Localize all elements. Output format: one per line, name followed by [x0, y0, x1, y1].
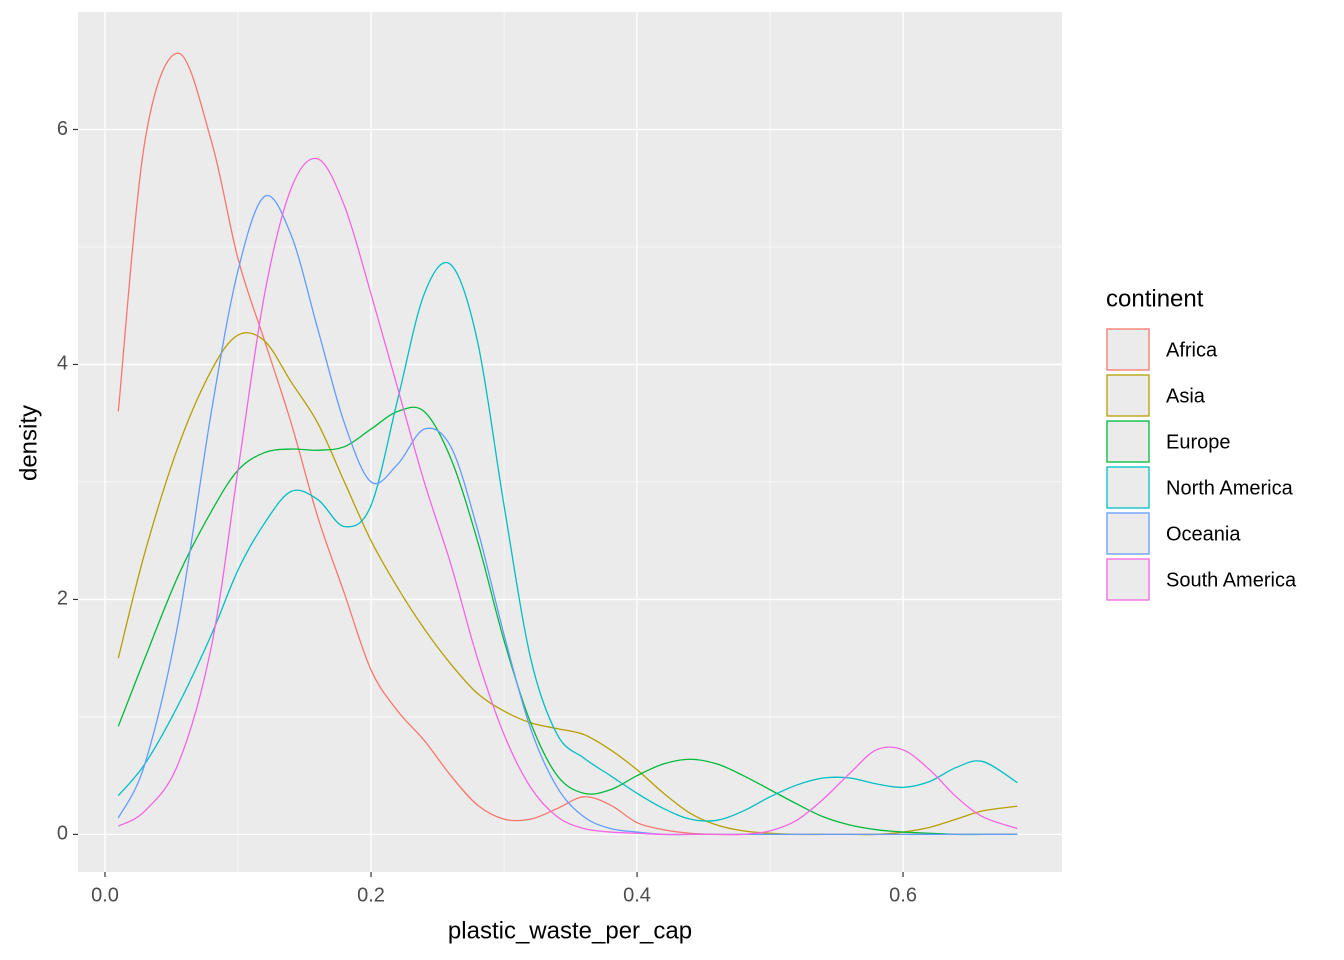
legend-key: [1106, 558, 1150, 601]
legend-label: Africa: [1166, 339, 1218, 361]
axes: 0 2 4 6 0.0 0.2 0.4 0.6: [57, 118, 917, 907]
x-tick-label: 0.6: [889, 884, 917, 906]
legend-key: [1106, 328, 1150, 371]
legend-label: Asia: [1166, 385, 1206, 407]
legend-label: South America: [1166, 569, 1297, 591]
legend-label: Europe: [1166, 431, 1231, 453]
legend: continent Africa Asia Europe North America O…: [1106, 285, 1297, 601]
legend-key: [1106, 374, 1150, 417]
density-line: [117, 406, 1018, 836]
y-tick-label: 2: [57, 588, 68, 610]
y-tick-label: 4: [57, 353, 68, 375]
legend-label: Oceania: [1166, 523, 1241, 545]
density-line: [117, 157, 1018, 836]
density-line: [117, 194, 1018, 836]
lines: [117, 52, 1018, 836]
y-tick-label: 6: [57, 118, 68, 140]
y-tick-label: 0: [57, 823, 68, 845]
y-axis-title: density: [15, 405, 42, 481]
x-tick-label: 0.0: [91, 884, 119, 906]
x-tick-label: 0.2: [357, 884, 385, 906]
grid: [78, 12, 1062, 872]
x-axis-title: plastic_waste_per_cap: [448, 917, 692, 944]
legend-key: [1106, 512, 1150, 555]
density-line: [117, 262, 1018, 822]
legend-label: North America: [1166, 477, 1294, 499]
legend-key: [1106, 420, 1150, 463]
x-tick-label: 0.4: [623, 884, 651, 906]
legend-key: [1106, 466, 1150, 509]
legend-title: continent: [1106, 285, 1204, 312]
panel: [78, 12, 1062, 872]
